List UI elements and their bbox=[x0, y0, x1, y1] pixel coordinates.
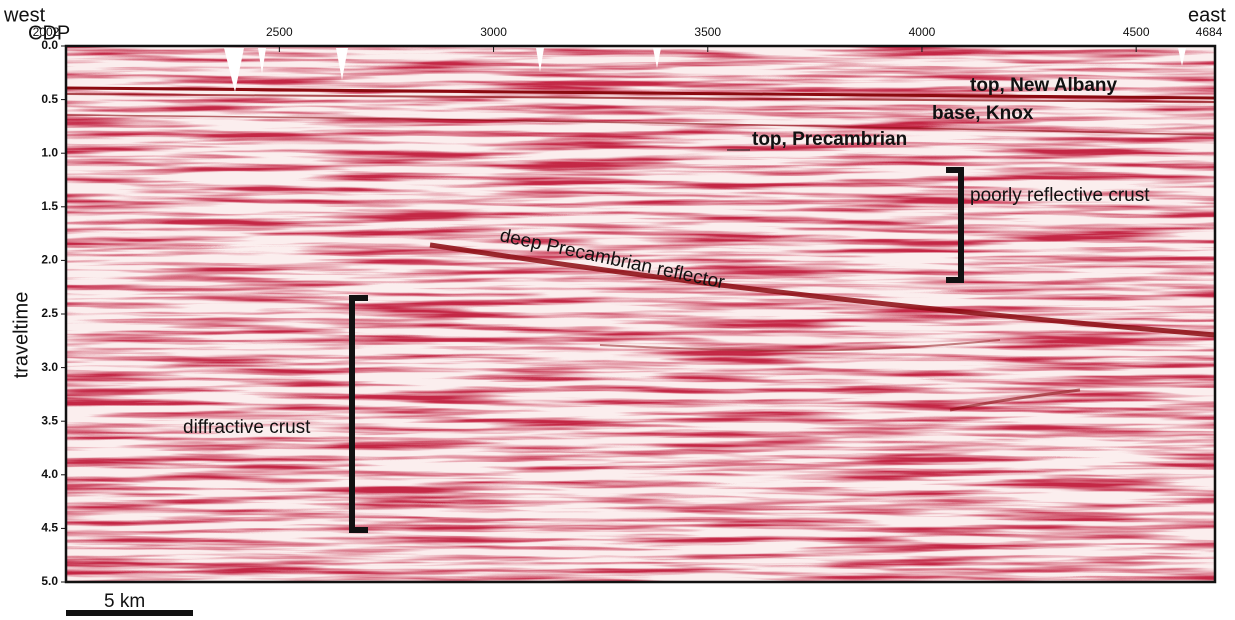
y-tick-label: 4.5 bbox=[41, 521, 58, 535]
x-tick-label: 4684 bbox=[1196, 25, 1223, 39]
y-tick-label: 1.5 bbox=[41, 199, 58, 213]
y-tick-label: 1.0 bbox=[41, 145, 58, 159]
scale-bar-label: 5 km bbox=[104, 591, 145, 612]
y-tick-label: 2.0 bbox=[41, 253, 58, 267]
y-tick-label: 3.0 bbox=[41, 360, 58, 374]
east-label: east bbox=[1188, 4, 1226, 26]
x-tick-label: 2500 bbox=[266, 25, 293, 39]
seismic-texture bbox=[66, 46, 1215, 582]
x-tick-label: 4500 bbox=[1123, 25, 1150, 39]
y-tick-label: 2.5 bbox=[41, 306, 58, 320]
x-axis-label: CDP bbox=[28, 22, 70, 44]
seismic-figure: 20022500300035004000450046840.00.51.01.5… bbox=[0, 0, 1235, 620]
annotation: diffractive crust bbox=[183, 417, 311, 438]
x-tick-label: 3000 bbox=[480, 25, 507, 39]
annotation: base, Knox bbox=[932, 103, 1034, 124]
y-tick-label: 5.0 bbox=[41, 574, 58, 588]
x-tick-label: 3500 bbox=[694, 25, 721, 39]
y-tick-label: 0.5 bbox=[41, 92, 58, 106]
x-tick-label: 4000 bbox=[909, 25, 936, 39]
y-tick-label: 4.0 bbox=[41, 467, 58, 481]
annotation: top, Precambrian bbox=[752, 129, 907, 150]
annotation: poorly reflective crust bbox=[970, 185, 1150, 206]
y-axis-label: traveltime bbox=[10, 292, 32, 379]
annotation: top, New Albany bbox=[970, 75, 1118, 96]
y-tick-label: 3.5 bbox=[41, 413, 58, 427]
